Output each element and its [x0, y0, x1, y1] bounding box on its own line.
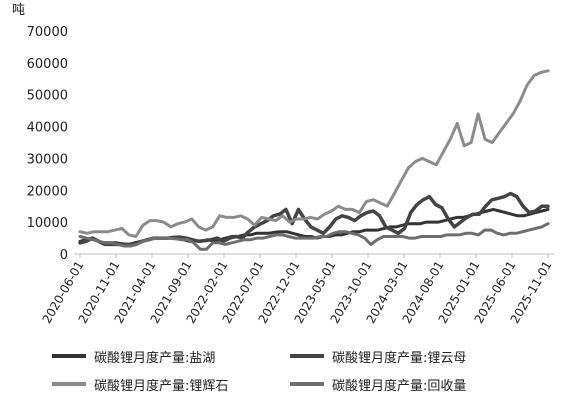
- legend-item-spodumene: 碳酸锂月度产量:锂辉石: [52, 374, 228, 394]
- y-tick-label: 20000: [27, 184, 68, 199]
- legend-item-lepidolite: 碳酸锂月度产量:锂云母: [290, 346, 466, 366]
- chart-legend: 碳酸锂月度产量:盐湖 碳酸锂月度产量:锂云母 碳酸锂月度产量:锂辉石 碳酸锂月度…: [0, 342, 564, 404]
- y-tick-label: 50000: [27, 89, 68, 104]
- y-axis-label: 吨: [12, 3, 25, 18]
- legend-item-recycling: 碳酸锂月度产量:回收量: [290, 374, 466, 394]
- y-tick-label: 10000: [27, 216, 68, 231]
- legend-label-lepidolite: 碳酸锂月度产量:锂云母: [332, 350, 467, 366]
- legend-swatch-lepidolite: [290, 354, 324, 358]
- y-tick-label: 30000: [27, 152, 68, 167]
- y-tick-label: 0: [60, 248, 68, 263]
- series-line-recycling: [78, 222, 550, 251]
- legend-label-spodumene: 碳酸锂月度产量:锂辉石: [94, 378, 229, 394]
- legend-label-recycling: 碳酸锂月度产量:回收量: [332, 378, 467, 394]
- legend-item-salt-lake: 碳酸锂月度产量:盐湖: [52, 346, 215, 366]
- legend-swatch-spodumene: [52, 382, 86, 386]
- y-tick-label: 60000: [27, 57, 68, 72]
- legend-label-salt-lake: 碳酸锂月度产量:盐湖: [94, 350, 216, 366]
- y-tick-label: 70000: [27, 25, 68, 40]
- legend-swatch-recycling: [290, 382, 324, 386]
- legend-swatch-salt-lake: [52, 354, 86, 358]
- series-line-spodumene: [78, 69, 550, 238]
- y-tick-label: 40000: [27, 121, 68, 136]
